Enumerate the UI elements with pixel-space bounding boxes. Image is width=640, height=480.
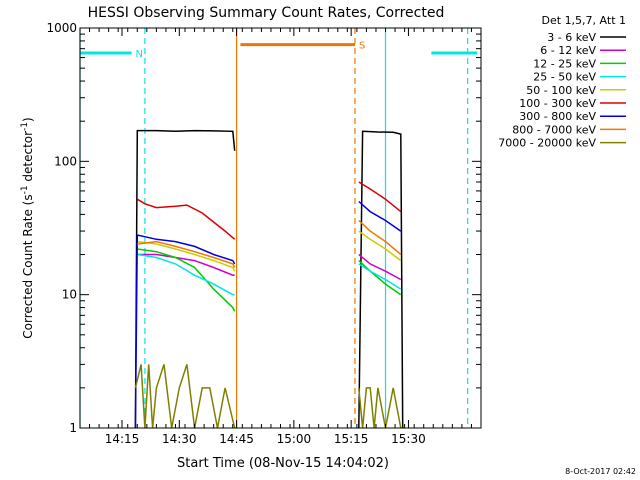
legend-label-1: 3 - 6 keV [547,31,596,44]
y-axis-label-end: ) [21,117,35,122]
series-line-5-segment-2 [358,230,402,262]
plot-area: NS [79,28,478,429]
legend-label-4: 25 - 50 keV [533,71,596,84]
x-axis-label: Start Time (08-Nov-15 14:04:02) [177,456,389,471]
legend-label-6: 100 - 300 keV [519,97,596,110]
series-line-7-segment-2 [358,200,402,232]
series-line-6-segment-2 [358,181,402,213]
x-tick-label-4: 15:00 [277,432,312,446]
y-axis-label-main: Corrected Count Rate (s [21,194,35,338]
legend-label-8: 800 - 7000 keV [512,123,596,136]
legend-label-2: 6 - 12 keV [540,44,596,57]
y-tick-label-4: 1000 [46,21,77,35]
series-line-9-segment-1 [134,364,236,429]
series-line-8-segment-2 [358,219,402,256]
series-line-7-segment-1 [134,234,236,429]
legend-label-3: 12 - 25 keV [533,57,596,70]
x-tick-label-2: 14:30 [162,432,197,446]
series-line-1-segment-2 [358,130,404,429]
y-tick-label-1: 1 [69,421,77,435]
series-line-9-segment-2 [358,387,402,429]
series-line-4-segment-1 [137,253,235,296]
x-axis: 14:15 14:30 14:45 15:00 15:15 15:30 [79,28,482,446]
timestamp: 8-Oct-2017 02:42 [565,467,636,476]
chart-title: HESSI Observing Summary Count Rates, Cor… [88,5,445,21]
legend-label-9: 7000 - 20000 keV [498,137,596,150]
series-line-1-segment-1 [134,129,236,429]
y-axis: 1 10 100 1000 [46,21,481,435]
legend-title: Det 1,5,7, Att 1 [542,14,626,27]
y-axis-label-mid: detector [21,131,35,186]
series-line-2-segment-1 [137,253,235,276]
legend-label-7: 300 - 800 keV [519,110,596,123]
y-axis-label-sup2: -1 [20,122,30,131]
series-line-3-segment-2 [358,260,402,296]
x-tick-label-6: 15:30 [391,432,426,446]
y-tick-label-3: 100 [54,154,77,168]
y-tick-label-2: 10 [62,288,77,302]
x-tick-label-3: 14:45 [219,432,254,446]
y-axis-label: Corrected Count Rate (s-1 detector-1) [20,117,35,338]
series-line-4-segment-2 [358,263,402,290]
y-axis-label-sup1: -1 [20,185,30,194]
x-tick-label-1: 14:15 [105,432,140,446]
legend-label-5: 50 - 100 keV [526,84,596,97]
series-line-2-segment-2 [358,253,402,281]
flag-label-N: N [136,49,143,60]
series-line-6-segment-1 [136,198,236,240]
series-line-3-segment-1 [137,248,236,312]
flag-label-S: S [359,41,365,52]
x-tick-label-5: 15:15 [334,432,369,446]
series-line-5-segment-1 [137,240,236,272]
series-line-8-segment-1 [137,240,236,268]
